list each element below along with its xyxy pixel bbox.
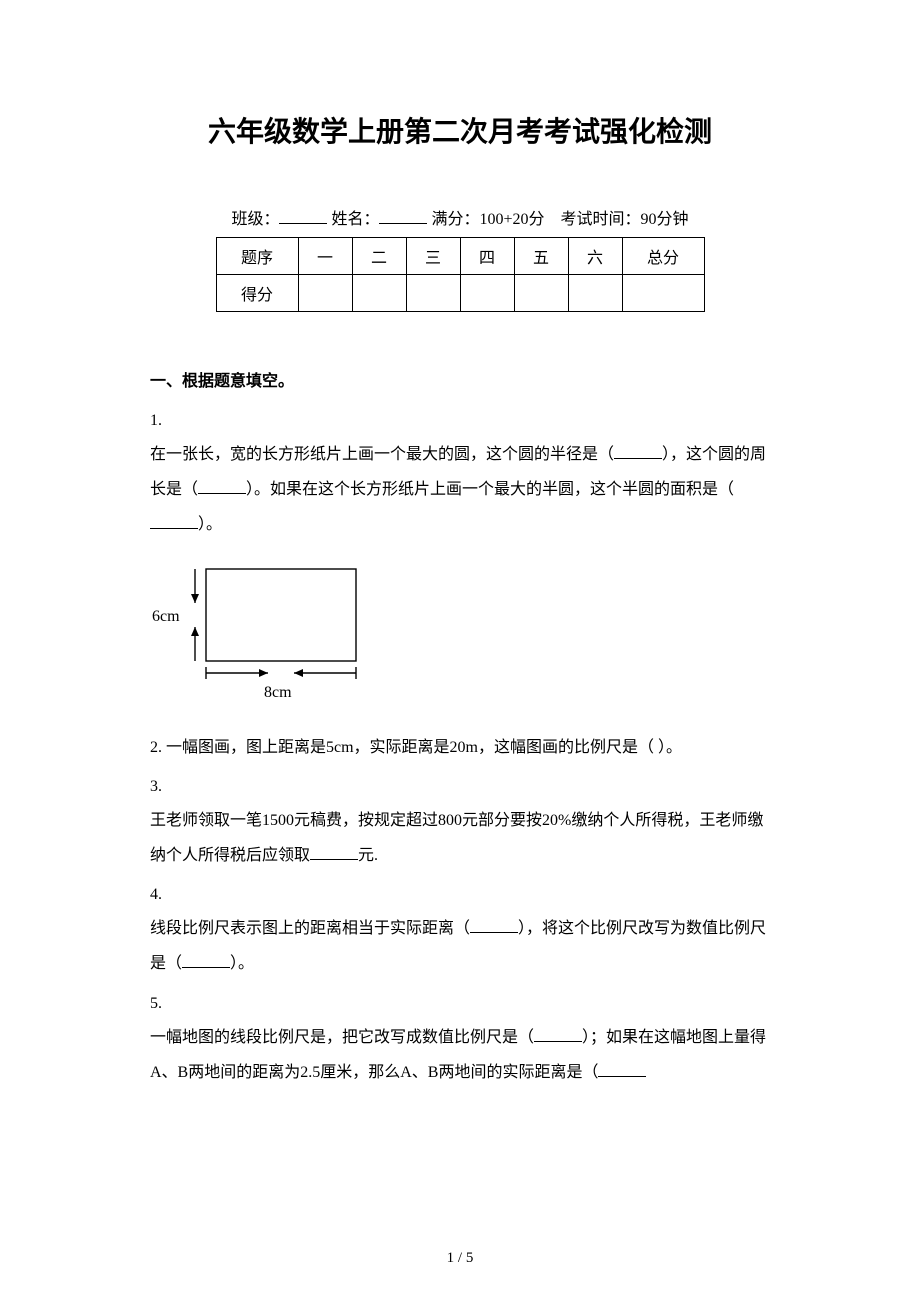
exam-info-line: 班级： 姓名： 满分：100+20分 考试时间：90分钟 xyxy=(150,205,770,229)
col-2: 二 xyxy=(352,238,406,275)
q1-c: ）。如果在这个长方形纸片上画一个最大的半圆，这个半圆的面积是（ xyxy=(246,481,734,498)
label-6cm: 6cm xyxy=(152,608,180,625)
q5-text: 一幅地图的线段比例尺是，把它改写成数值比例尺是（）；如果在这幅地图上量得A、B两… xyxy=(150,1020,770,1090)
col-5: 五 xyxy=(514,238,568,275)
col-3: 三 xyxy=(406,238,460,275)
answer-blank[interactable] xyxy=(150,515,198,529)
score-table: 题序 一 二 三 四 五 六 总分 得分 xyxy=(216,237,705,312)
table-header-row: 题序 一 二 三 四 五 六 总分 xyxy=(216,238,704,275)
q1-number: 1. xyxy=(150,405,770,437)
q4-text: 线段比例尺表示图上的距离相当于实际距离（），将这个比例尺改写为数值比例尺是（）。 xyxy=(150,911,770,981)
answer-blank[interactable] xyxy=(310,846,358,860)
score-cell[interactable] xyxy=(568,275,622,312)
q2: 2. 一幅图画，图上距离是5cm，实际距离是20m，这幅图画的比例尺是（ ）。 xyxy=(150,730,770,765)
q2-number: 2. xyxy=(150,739,162,756)
score-row-label: 得分 xyxy=(216,275,298,312)
q3-b: 元. xyxy=(358,847,378,864)
answer-blank[interactable] xyxy=(614,445,662,459)
col-1: 一 xyxy=(298,238,352,275)
q3-a: 王老师领取一笔1500元稿费，按规定超过800元部分要按20%缴纳个人所得税，王… xyxy=(150,812,763,864)
answer-blank[interactable] xyxy=(534,1028,582,1042)
col-label-header: 题序 xyxy=(216,238,298,275)
answer-blank[interactable] xyxy=(198,480,246,494)
score-cell[interactable] xyxy=(514,275,568,312)
section-1-heading: 一、根据题意填空。 xyxy=(150,367,770,391)
answer-blank[interactable] xyxy=(182,954,230,968)
col-4: 四 xyxy=(460,238,514,275)
table-score-row: 得分 xyxy=(216,275,704,312)
time-label: 考试时间：90分钟 xyxy=(561,211,689,228)
score-cell[interactable] xyxy=(298,275,352,312)
label-8cm: 8cm xyxy=(264,684,292,701)
q5-number: 5. xyxy=(150,988,770,1020)
q1-d: ）。 xyxy=(198,516,222,533)
name-blank[interactable] xyxy=(379,206,427,224)
q4-number: 4. xyxy=(150,879,770,911)
diagram-svg: 6cm 8cm xyxy=(150,561,370,711)
q5-a: 一幅地图的线段比例尺是，把它改写成数值比例尺是（ xyxy=(150,1029,534,1046)
q2-text: 一幅图画，图上距离是5cm，实际距离是20m，这幅图画的比例尺是（ ）。 xyxy=(166,739,682,756)
q4-a: 线段比例尺表示图上的距离相当于实际距离（ xyxy=(150,920,470,937)
score-cell[interactable] xyxy=(406,275,460,312)
q1-text: 在一张长，宽的长方形纸片上画一个最大的圆，这个圆的半径是（），这个圆的周长是（）… xyxy=(150,437,770,543)
score-cell[interactable] xyxy=(460,275,514,312)
class-blank[interactable] xyxy=(279,206,327,224)
answer-blank[interactable] xyxy=(470,919,518,933)
class-label: 班级： xyxy=(231,211,279,228)
page-number: 1 / 5 xyxy=(0,1250,920,1267)
answer-blank[interactable] xyxy=(598,1063,646,1077)
doc-title: 六年级数学上册第二次月考考试强化检测 xyxy=(150,110,770,150)
name-label: 姓名： xyxy=(331,211,379,228)
q3-number: 3. xyxy=(150,771,770,803)
q4-c: ）。 xyxy=(230,955,254,972)
col-total: 总分 xyxy=(622,238,704,275)
score-cell[interactable] xyxy=(352,275,406,312)
col-6: 六 xyxy=(568,238,622,275)
q1-a: 在一张长，宽的长方形纸片上画一个最大的圆，这个圆的半径是（ xyxy=(150,446,614,463)
fullscore-label: 满分：100+20分 xyxy=(431,211,544,228)
rectangle-diagram: 6cm 8cm xyxy=(150,561,770,716)
score-cell[interactable] xyxy=(622,275,704,312)
diagram-rect xyxy=(206,569,356,661)
q3-text: 王老师领取一笔1500元稿费，按规定超过800元部分要按20%缴纳个人所得税，王… xyxy=(150,803,770,873)
